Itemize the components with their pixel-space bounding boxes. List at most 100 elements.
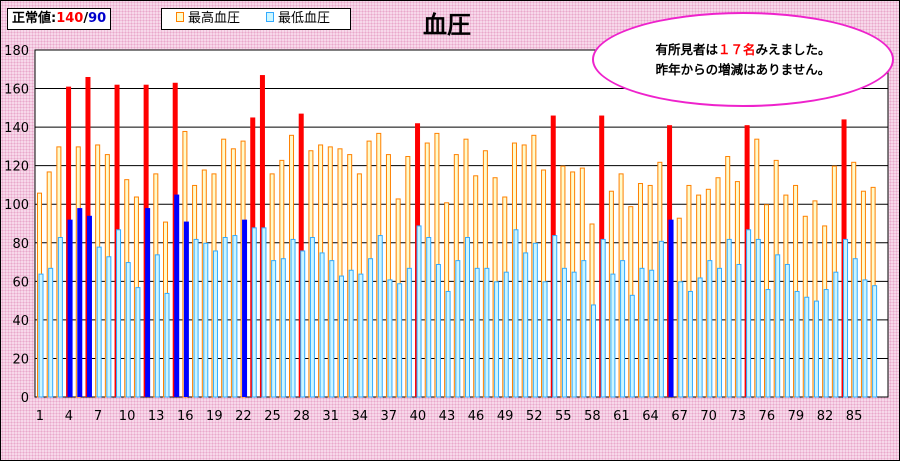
y-tick-140: 140 <box>4 121 29 136</box>
bar-low-80 <box>804 296 810 398</box>
bar-low-40 <box>416 225 422 398</box>
legend-label-low: 最低血圧 <box>278 11 331 26</box>
y-tick-100: 100 <box>4 198 29 213</box>
bar-low-51 <box>523 252 529 398</box>
x-tick-46: 46 <box>468 409 485 424</box>
bar-low-12 <box>145 208 151 397</box>
bar-low-47 <box>484 267 490 398</box>
bar-low-67 <box>678 281 684 398</box>
bar-low-3 <box>57 236 63 398</box>
legend-swatch-high <box>176 12 184 22</box>
bar-low-50 <box>513 229 519 398</box>
bar-low-44 <box>455 260 461 398</box>
bar-low-9 <box>116 229 122 398</box>
x-tick-13: 13 <box>148 409 165 424</box>
bar-low-42 <box>435 263 441 398</box>
reference-values-badge: 正常値:140/90 <box>7 8 112 30</box>
x-tick-1: 1 <box>36 409 44 424</box>
bar-low-53 <box>542 281 548 398</box>
callout-suffix: みえました。 <box>755 41 831 57</box>
callout-line-2: 昨年からの増減はありません。 <box>655 61 831 77</box>
bar-low-27 <box>290 238 296 398</box>
bar-low-75 <box>755 238 761 398</box>
bar-low-62 <box>629 294 635 398</box>
chart-title: 血圧 <box>423 11 471 39</box>
bar-low-49 <box>503 271 509 398</box>
bar-low-28 <box>300 250 306 398</box>
bar-low-21 <box>232 235 238 398</box>
callout-prefix: 有所見者は <box>655 41 718 57</box>
bar-low-33 <box>348 269 354 398</box>
bar-low-68 <box>687 290 693 398</box>
bar-low-4 <box>67 219 73 397</box>
x-tick-73: 73 <box>729 409 746 424</box>
legend-label-high: 最高血圧 <box>188 11 241 26</box>
legend-item-low: 最低血圧 <box>266 9 330 29</box>
bar-low-56 <box>571 271 577 398</box>
bar-low-55 <box>561 267 567 398</box>
bar-low-41 <box>426 236 432 398</box>
bar-low-72 <box>726 238 732 398</box>
bar-low-66 <box>668 219 674 397</box>
bar-low-39 <box>406 267 412 398</box>
bar-low-31 <box>329 260 335 398</box>
bar-low-70 <box>707 260 713 398</box>
bar-low-52 <box>532 242 538 398</box>
x-tick-67: 67 <box>671 409 688 424</box>
bar-low-48 <box>494 281 500 398</box>
x-tick-40: 40 <box>410 409 427 424</box>
x-tick-19: 19 <box>206 409 223 424</box>
bar-low-15 <box>174 194 180 397</box>
bar-low-34 <box>358 273 364 398</box>
x-tick-79: 79 <box>788 409 805 424</box>
legend-swatch-low <box>266 12 274 22</box>
x-tick-16: 16 <box>177 409 194 424</box>
bar-low-84 <box>843 238 849 398</box>
bar-low-54 <box>552 235 558 398</box>
bar-low-29 <box>309 236 315 398</box>
bar-low-87 <box>872 285 878 398</box>
bar-low-14 <box>164 292 170 398</box>
bar-low-35 <box>368 258 374 398</box>
x-tick-43: 43 <box>439 409 456 424</box>
bar-low-11 <box>135 287 141 398</box>
x-tick-61: 61 <box>613 409 630 424</box>
bar-low-30 <box>319 252 325 398</box>
bar-low-57 <box>581 260 587 398</box>
callout-count: １７名 <box>717 41 756 57</box>
x-tick-28: 28 <box>293 409 310 424</box>
bar-low-25 <box>271 260 277 398</box>
bar-low-45 <box>465 236 470 398</box>
bar-low-63 <box>639 267 645 398</box>
x-tick-22: 22 <box>235 409 252 424</box>
bar-low-19 <box>212 250 218 398</box>
legend: 最高血圧 最低血圧 <box>161 8 351 30</box>
bar-low-37 <box>387 279 393 398</box>
x-tick-34: 34 <box>351 409 368 424</box>
x-tick-82: 82 <box>817 409 834 424</box>
x-tick-85: 85 <box>846 409 863 424</box>
callout-line-1: 有所見者は１７名みえました。 <box>655 40 830 60</box>
bar-low-36 <box>377 235 383 398</box>
bar-low-60 <box>610 273 616 398</box>
reference-systolic: 140 <box>56 11 84 26</box>
summary-callout: 有所見者は１７名みえました。 昨年からの増減はありません。 <box>592 12 894 107</box>
bar-low-78 <box>784 263 790 398</box>
bar-low-59 <box>600 238 606 398</box>
bar-low-79 <box>794 290 800 398</box>
y-tick-60: 60 <box>12 275 29 290</box>
bar-low-22 <box>242 219 248 397</box>
bar-low-81 <box>813 300 819 398</box>
bar-low-69 <box>697 277 703 398</box>
x-tick-4: 4 <box>65 409 73 424</box>
bar-low-26 <box>280 258 286 398</box>
bar-low-10 <box>125 262 131 398</box>
y-tick-40: 40 <box>12 314 29 329</box>
bar-low-2 <box>48 267 54 398</box>
x-tick-64: 64 <box>642 409 659 424</box>
bar-low-74 <box>746 229 752 398</box>
bar-low-38 <box>397 283 403 398</box>
bar-low-83 <box>833 271 839 398</box>
